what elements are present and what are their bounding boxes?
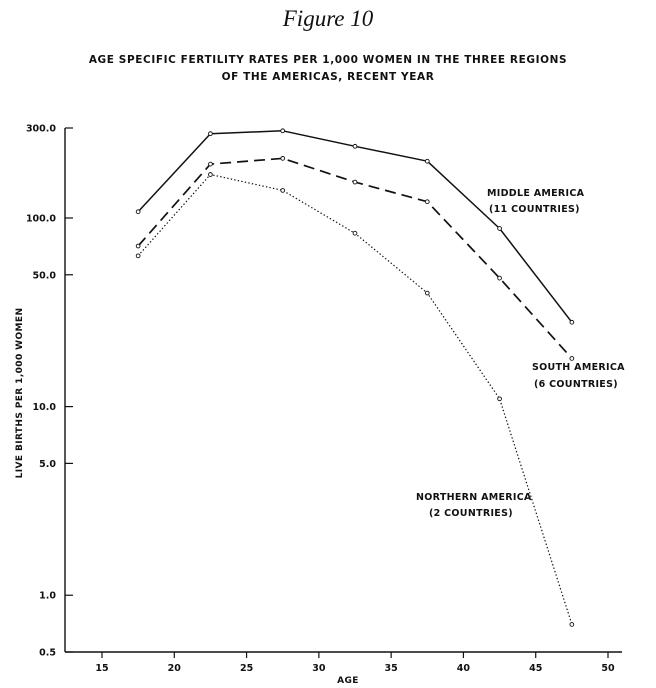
x-tick-label: 20 <box>168 663 182 674</box>
x-tick-label: 35 <box>385 663 398 674</box>
data-point-northern-america <box>280 188 286 193</box>
data-point-northern-america <box>135 253 141 259</box>
data-point-middle-america <box>208 131 213 137</box>
data-point-south-america <box>424 199 430 205</box>
data-point-south-america <box>135 243 141 249</box>
y-tick-label: 300.0 <box>26 124 56 135</box>
x-tick-label: 45 <box>529 663 542 674</box>
data-point-middle-america <box>424 158 430 164</box>
x-tick-label: 40 <box>457 663 471 674</box>
figure-label: Figure 10 <box>282 6 374 31</box>
data-point-northern-america <box>497 396 502 402</box>
data-point-middle-america <box>352 143 358 149</box>
x-tick-label: 30 <box>312 663 326 674</box>
data-point-northern-america <box>569 622 575 627</box>
chart-title-line-2: OF THE AMERICAS, RECENT YEAR <box>221 71 435 83</box>
data-point-south-america <box>569 356 575 361</box>
data-point-middle-america <box>569 319 575 325</box>
x-ticks: 15 20 25 30 35 40 45 50 <box>95 652 615 674</box>
y-tick-label: 0.5 <box>39 648 56 659</box>
x-tick-label: 15 <box>95 663 108 674</box>
y-tick-label: 50.0 <box>33 270 57 281</box>
x-axis-label: AGE <box>337 676 359 686</box>
y-axis-label: LIVE BIRTHS PER 1,000 WOMEN <box>15 308 25 479</box>
data-point-middle-america <box>497 226 502 231</box>
data-point-south-america <box>352 179 358 185</box>
y-ticks: 0.5 1.0 5.0 10.0 50.0 100.0 300.0 <box>26 124 73 659</box>
data-point-northern-america <box>208 172 213 177</box>
x-tick-label: 50 <box>601 663 615 674</box>
series-line-northern-america <box>137 173 573 625</box>
y-tick-label: 10.0 <box>33 402 57 413</box>
x-tick-label: 25 <box>240 663 253 674</box>
series-label-northern-america-name: NORTHERN AMERICA <box>416 492 532 503</box>
data-point-northern-america <box>352 230 358 236</box>
data-point-south-america <box>208 161 213 167</box>
series-labels: MIDDLE AMERICA (11 COUNTRIES) SOUTH AMER… <box>416 188 625 519</box>
data-point-middle-america <box>280 128 286 134</box>
series-label-middle-america-name: MIDDLE AMERICA <box>487 188 585 199</box>
data-point-south-america <box>280 156 286 161</box>
series-lines <box>135 128 575 627</box>
series-line-middle-america <box>137 130 573 323</box>
y-tick-label: 100.0 <box>26 213 56 224</box>
series-label-south-america-name: SOUTH AMERICA <box>532 362 625 373</box>
chart-title-line-1: AGE SPECIFIC FERTILITY RATES PER 1,000 W… <box>88 54 568 66</box>
series-label-south-america-count: (6 COUNTRIES) <box>534 379 618 390</box>
y-tick-label: 1.0 <box>39 591 56 602</box>
data-point-middle-america <box>135 209 141 215</box>
y-tick-label: 5.0 <box>39 459 56 470</box>
series-label-middle-america-count: (11 COUNTRIES) <box>489 204 580 215</box>
data-point-northern-america <box>424 290 430 296</box>
data-point-south-america <box>497 275 502 281</box>
series-label-northern-america-count: (2 COUNTRIES) <box>429 508 513 519</box>
